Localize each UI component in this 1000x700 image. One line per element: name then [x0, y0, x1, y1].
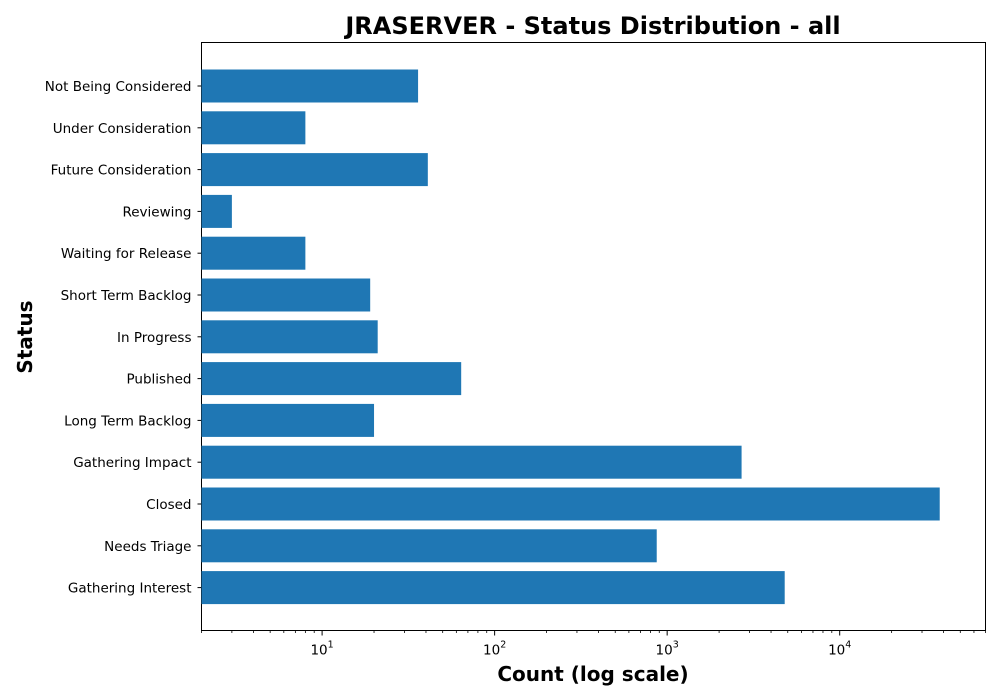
- category-label-under-consideration: Under Consideration: [53, 121, 192, 137]
- category-label-long-term-backlog: Long Term Backlog: [64, 413, 191, 429]
- x-tick-label: 102: [483, 640, 506, 659]
- bar-reviewing: [201, 194, 232, 228]
- bar-closed: [201, 487, 940, 521]
- chart-title: JRASERVER - Status Distribution - all: [343, 12, 840, 40]
- x-tick-base: 10: [483, 643, 500, 659]
- x-tick-exponent: 1: [328, 640, 334, 651]
- bar-in-progress: [201, 320, 378, 354]
- category-label-waiting-for-release: Waiting for Release: [61, 246, 192, 262]
- y-axis-label: Status: [13, 300, 37, 373]
- bar-long-term-backlog: [201, 403, 375, 437]
- category-label-gathering-interest: Gathering Interest: [68, 581, 192, 597]
- x-tick-label: 101: [310, 640, 333, 659]
- bar-needs-triage: [201, 529, 657, 563]
- category-label-in-progress: In Progress: [117, 330, 191, 346]
- x-tick-base: 10: [656, 643, 673, 659]
- bar-waiting-for-release: [201, 236, 306, 270]
- category-label-not-being-considered: Not Being Considered: [45, 79, 192, 95]
- category-label-future-consideration: Future Consideration: [51, 163, 192, 179]
- x-tick-base: 10: [310, 643, 327, 659]
- bar-gathering-impact: [201, 445, 742, 479]
- category-label-gathering-impact: Gathering Impact: [73, 455, 191, 471]
- bar-not-being-considered: [201, 69, 419, 103]
- bar-published: [201, 362, 462, 396]
- bars-group: [201, 69, 940, 605]
- x-tick-exponent: 2: [500, 640, 506, 651]
- x-tick-exponent: 4: [845, 640, 851, 651]
- x-tick-exponent: 3: [673, 640, 679, 651]
- bar-short-term-backlog: [201, 278, 371, 312]
- x-axis-label: Count (log scale): [497, 662, 688, 686]
- bar-gathering-interest: [201, 571, 785, 605]
- x-ticks-group: 101 102 103 104: [201, 630, 986, 659]
- x-tick-label: 103: [656, 640, 679, 659]
- category-label-needs-triage: Needs Triage: [104, 539, 191, 555]
- category-labels-group: Not Being Considered Under Consideration F…: [45, 79, 202, 597]
- bar-future-consideration: [201, 153, 428, 187]
- x-tick-base: 10: [828, 643, 845, 659]
- category-label-published: Published: [127, 372, 192, 388]
- x-tick-label: 104: [828, 640, 851, 659]
- category-label-reviewing: Reviewing: [122, 204, 191, 220]
- bar-under-consideration: [201, 111, 306, 145]
- category-label-closed: Closed: [146, 497, 191, 513]
- category-label-short-term-backlog: Short Term Backlog: [61, 288, 192, 304]
